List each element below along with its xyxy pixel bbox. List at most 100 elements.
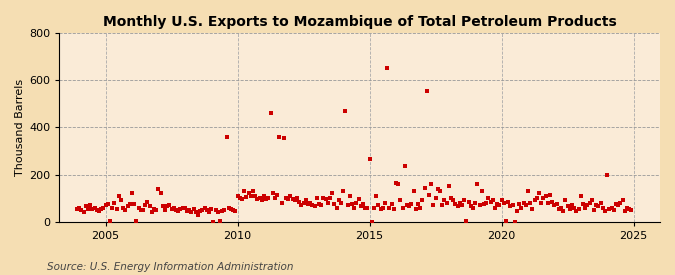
Point bbox=[472, 182, 483, 186]
Point bbox=[225, 207, 236, 211]
Point bbox=[206, 207, 217, 211]
Point bbox=[404, 204, 414, 208]
Point bbox=[197, 208, 208, 212]
Point bbox=[611, 202, 622, 206]
Point bbox=[117, 205, 128, 210]
Point bbox=[215, 218, 225, 223]
Point bbox=[290, 198, 300, 203]
Point bbox=[133, 205, 144, 210]
Point bbox=[159, 208, 170, 212]
Point bbox=[151, 208, 161, 212]
Point bbox=[584, 201, 595, 205]
Point bbox=[580, 205, 591, 210]
Point bbox=[267, 191, 278, 196]
Point bbox=[421, 89, 432, 93]
Point bbox=[296, 203, 306, 207]
Point bbox=[620, 209, 630, 213]
Point bbox=[524, 201, 535, 205]
Point bbox=[388, 207, 399, 211]
Point bbox=[245, 194, 256, 198]
Point bbox=[507, 203, 518, 207]
Point bbox=[243, 191, 254, 196]
Point bbox=[426, 182, 437, 186]
Point bbox=[309, 204, 320, 208]
Point bbox=[468, 205, 479, 210]
Point bbox=[252, 197, 263, 202]
Point bbox=[298, 201, 309, 205]
Point bbox=[155, 191, 166, 196]
Point bbox=[146, 210, 157, 214]
Point bbox=[333, 198, 344, 203]
Point bbox=[369, 205, 379, 210]
Point bbox=[597, 205, 608, 210]
Point bbox=[300, 198, 311, 203]
Point bbox=[377, 205, 388, 210]
Point bbox=[470, 201, 481, 205]
Point bbox=[166, 207, 177, 211]
Point bbox=[162, 204, 173, 208]
Point bbox=[505, 204, 516, 208]
Point bbox=[554, 207, 564, 211]
Point bbox=[314, 202, 325, 206]
Point bbox=[325, 196, 335, 200]
Point bbox=[182, 209, 192, 213]
Point bbox=[349, 205, 360, 210]
Point bbox=[474, 203, 485, 207]
Point bbox=[446, 196, 456, 200]
Point bbox=[384, 205, 395, 210]
Point bbox=[571, 209, 582, 213]
Point bbox=[522, 189, 533, 193]
Point bbox=[142, 199, 153, 204]
Point bbox=[177, 205, 188, 210]
Point bbox=[192, 213, 203, 217]
Point bbox=[626, 208, 637, 212]
Point bbox=[320, 197, 331, 202]
Point bbox=[186, 210, 196, 214]
Point bbox=[483, 196, 494, 200]
Point bbox=[373, 203, 384, 207]
Point bbox=[109, 201, 119, 205]
Point bbox=[364, 157, 375, 161]
Point bbox=[122, 204, 133, 208]
Point bbox=[465, 204, 476, 208]
Point bbox=[113, 194, 124, 198]
Point bbox=[454, 201, 465, 205]
Point bbox=[129, 202, 140, 206]
Point bbox=[316, 203, 327, 207]
Point bbox=[76, 208, 86, 212]
Point bbox=[281, 196, 292, 200]
Point bbox=[180, 205, 190, 210]
Point bbox=[375, 207, 386, 211]
Point bbox=[338, 189, 348, 193]
Point bbox=[256, 198, 267, 203]
Point bbox=[236, 197, 247, 202]
Point bbox=[536, 201, 547, 205]
Point bbox=[582, 203, 593, 207]
Point bbox=[498, 201, 509, 205]
Y-axis label: Thousand Barrels: Thousand Barrels bbox=[15, 79, 25, 176]
Point bbox=[355, 204, 366, 208]
Point bbox=[414, 205, 425, 210]
Point bbox=[98, 205, 109, 210]
Point bbox=[144, 204, 155, 208]
Point bbox=[168, 205, 179, 210]
Point bbox=[613, 203, 624, 207]
Point bbox=[608, 208, 619, 212]
Point bbox=[549, 203, 560, 207]
Point bbox=[82, 207, 93, 211]
Point bbox=[254, 196, 265, 200]
Point bbox=[569, 205, 580, 210]
Point bbox=[184, 208, 194, 212]
Point bbox=[85, 203, 96, 207]
Point bbox=[556, 205, 566, 210]
Point bbox=[489, 205, 500, 210]
Point bbox=[285, 194, 296, 198]
Point bbox=[111, 207, 122, 211]
Point bbox=[510, 219, 520, 224]
Point bbox=[578, 202, 589, 206]
Point bbox=[318, 196, 329, 200]
Point bbox=[547, 199, 558, 204]
Point bbox=[80, 204, 91, 208]
Point bbox=[512, 209, 522, 213]
Point bbox=[428, 203, 439, 207]
